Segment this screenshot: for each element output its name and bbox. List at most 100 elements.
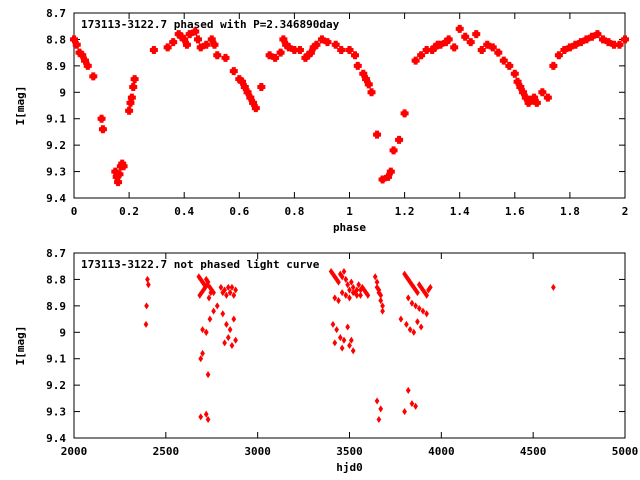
- data-point: [323, 38, 332, 47]
- y-tick-label: 9.3: [46, 166, 66, 179]
- data-point: [424, 291, 430, 299]
- data-point: [72, 40, 81, 49]
- data-point: [343, 291, 349, 299]
- data-point: [339, 344, 345, 352]
- data-point: [146, 281, 151, 289]
- data-point: [348, 278, 354, 286]
- data-point: [560, 46, 569, 54]
- data-point: [374, 283, 380, 291]
- data-point: [576, 38, 585, 47]
- data-point: [306, 48, 315, 57]
- data-point: [185, 30, 194, 39]
- plot-title: 173113-3122.7 not phased light curve: [81, 258, 320, 271]
- y-tick-label: 9.2: [46, 139, 66, 152]
- data-point: [455, 24, 464, 33]
- data-point: [341, 267, 347, 276]
- data-point: [337, 46, 346, 54]
- data-point: [271, 53, 280, 62]
- data-point: [337, 334, 343, 342]
- data-point: [114, 178, 123, 187]
- data-point: [225, 283, 231, 291]
- data-point: [203, 410, 209, 418]
- data-point: [115, 170, 124, 179]
- data-point: [415, 289, 420, 297]
- data-point: [405, 294, 411, 302]
- data-point: [466, 38, 475, 47]
- data-point: [203, 328, 209, 336]
- x-tick-label: 3500: [336, 445, 363, 458]
- data-point: [207, 315, 213, 323]
- data-point: [125, 106, 134, 115]
- data-point: [350, 289, 356, 297]
- x-tick-label: 2: [622, 205, 629, 218]
- data-point: [411, 328, 417, 336]
- data-point: [331, 40, 340, 49]
- data-point: [129, 83, 138, 91]
- x-tick-label: 4000: [428, 445, 455, 458]
- data-point: [347, 341, 352, 350]
- y-tick-label: 9.2: [46, 379, 66, 392]
- data-point: [565, 43, 574, 52]
- data-point: [193, 35, 202, 44]
- x-tick-label: 2000: [61, 445, 88, 458]
- data-point: [231, 315, 237, 323]
- data-point: [251, 104, 260, 113]
- data-point: [205, 371, 211, 379]
- x-tick-label: 0: [71, 205, 78, 218]
- data-point: [407, 326, 413, 334]
- data-point: [345, 46, 354, 54]
- data-point: [461, 32, 470, 41]
- data-point: [191, 27, 200, 36]
- data-point: [229, 283, 235, 291]
- data-point: [198, 413, 204, 421]
- data-point: [348, 336, 354, 344]
- data-point: [347, 294, 352, 302]
- data-point: [233, 336, 238, 344]
- y-tick-label: 9: [59, 326, 66, 339]
- data-point: [229, 67, 238, 76]
- data-point: [378, 297, 384, 305]
- data-point: [538, 88, 547, 97]
- data-point: [374, 397, 380, 405]
- data-point: [182, 40, 191, 49]
- data-point: [615, 40, 624, 49]
- data-point: [220, 310, 226, 318]
- data-point: [345, 281, 351, 289]
- data-point: [621, 35, 629, 44]
- data-point: [571, 40, 580, 49]
- data-point: [227, 326, 233, 334]
- y-tick-label: 9.4: [46, 192, 66, 205]
- x-axis-label: phase: [333, 221, 366, 234]
- data-point: [351, 51, 360, 60]
- data-point: [424, 310, 430, 318]
- unphased-light-curve-panel: 2000 2500 3000 3500 4000 4500 5000 8.7 8.8 8.9 9 9.…: [14, 247, 638, 474]
- data-point: [330, 320, 336, 328]
- data-point: [505, 61, 514, 70]
- data-point: [409, 299, 415, 307]
- data-point: [549, 61, 558, 70]
- data-point: [334, 326, 340, 334]
- y-tick-label: 8.9: [46, 300, 66, 313]
- data-point: [224, 320, 229, 328]
- data-point: [276, 48, 285, 57]
- y-tick-label: 9.1: [46, 113, 66, 126]
- data-point: [367, 88, 376, 97]
- plot-frame: [73, 12, 626, 199]
- data-point: [225, 334, 231, 342]
- y-tick-label: 8.8: [46, 273, 66, 286]
- data-point: [127, 93, 136, 102]
- data-point: [343, 275, 349, 283]
- x-tick-label: 0.2: [119, 205, 139, 218]
- data-point: [358, 291, 363, 299]
- data-point: [196, 43, 205, 52]
- data-point: [510, 69, 519, 78]
- x-tick-label: 0.4: [174, 205, 194, 218]
- data-point: [214, 302, 220, 310]
- data-point: [543, 93, 552, 102]
- data-point: [400, 109, 409, 118]
- data-point: [354, 291, 360, 299]
- data-point: [353, 61, 362, 70]
- y-tick-label: 9.1: [46, 353, 66, 366]
- plot-title: 173113-3122.7 phased with P=2.346890day: [81, 18, 340, 31]
